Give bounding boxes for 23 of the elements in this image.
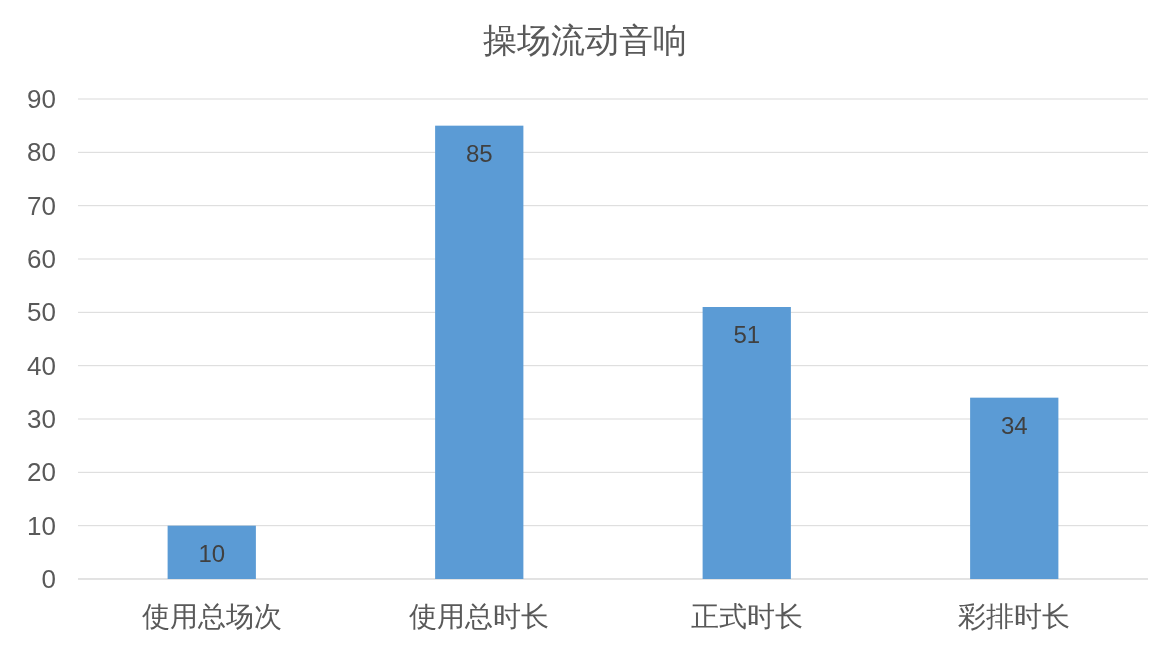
bar — [435, 125, 524, 579]
y-tick-label: 30 — [27, 404, 56, 434]
y-tick-label: 0 — [41, 564, 56, 594]
y-tick-label: 70 — [27, 190, 56, 221]
y-tick-label: 10 — [27, 510, 56, 541]
x-tick-label: 使用总时长 — [409, 601, 550, 632]
y-tick-label: 40 — [27, 350, 56, 381]
bar — [167, 525, 256, 579]
x-tick-label: 正式时长 — [690, 601, 803, 632]
y-tick-label: 90 — [27, 84, 56, 114]
data-label: 85 — [465, 139, 493, 167]
bar — [970, 397, 1059, 579]
x-tick-label: 使用总场次 — [141, 601, 282, 632]
y-tick-label: 60 — [27, 244, 56, 274]
data-label: 34 — [1000, 411, 1028, 439]
bar — [702, 307, 791, 579]
chart-title: 操场流动音响 — [483, 21, 687, 59]
y-tick-label: 50 — [27, 297, 56, 328]
data-label: 10 — [198, 539, 226, 567]
x-tick-label: 彩排时长 — [958, 601, 1071, 632]
y-tick-label: 20 — [27, 457, 56, 488]
y-tick-label: 80 — [27, 137, 56, 168]
data-label: 51 — [733, 321, 761, 348]
